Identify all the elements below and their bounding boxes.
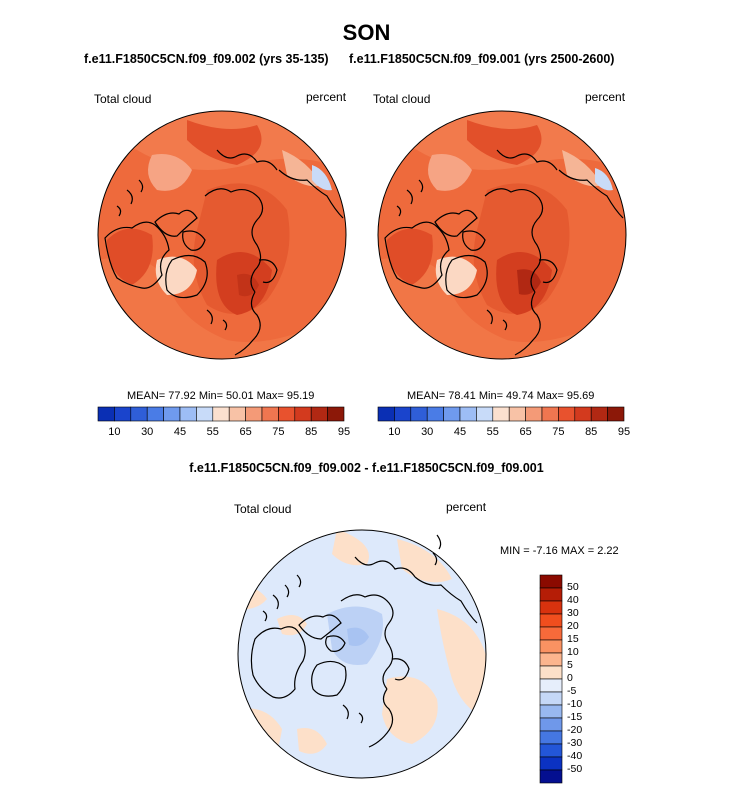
colorbar-swatch bbox=[607, 406, 625, 422]
colorbar-swatch bbox=[525, 406, 543, 422]
colorbar-swatch bbox=[212, 406, 230, 422]
colorbar-tick-label: 95 bbox=[337, 426, 351, 438]
colorbar-swatch bbox=[476, 406, 494, 422]
colorbar-tick-label: 15 bbox=[567, 633, 579, 645]
colorbar-swatch bbox=[539, 743, 563, 758]
colorbar-tick-label: -40 bbox=[567, 750, 583, 762]
colorbar-swatch bbox=[539, 665, 563, 680]
colorbar-tick-label: 75 bbox=[552, 426, 565, 438]
colorbar-swatch bbox=[261, 406, 279, 422]
colorbar-swatch bbox=[492, 406, 510, 422]
colorbar-tick-label: 85 bbox=[585, 426, 598, 438]
colorbar-tick-label: 10 bbox=[567, 646, 579, 658]
colorbar-swatch bbox=[539, 717, 563, 732]
colorbar-tick-label: 45 bbox=[173, 426, 187, 438]
figure-title: SON bbox=[342, 20, 391, 45]
colorbar-tick-label: 55 bbox=[206, 426, 219, 438]
colorbar-tick-label: 40 bbox=[567, 594, 579, 606]
colorbar-swatch bbox=[539, 730, 563, 745]
diff-variable: Total cloud bbox=[234, 502, 292, 516]
colorbar-tick-label: -50 bbox=[567, 763, 583, 775]
diff-units: percent bbox=[446, 500, 487, 514]
colorbar-swatch bbox=[163, 406, 181, 422]
colorbar-tick-label: 0 bbox=[567, 672, 573, 684]
panel-1-stats: MEAN= 77.92 Min= 50.01 Max= 95.19 bbox=[127, 390, 315, 402]
colorbar-tick-label: 75 bbox=[272, 426, 285, 438]
colorbar-tick-label: -15 bbox=[567, 711, 583, 723]
colorbar-swatch bbox=[539, 626, 563, 641]
colorbar-swatch bbox=[539, 704, 563, 719]
colorbar-swatch bbox=[539, 652, 563, 667]
panel-1-variable: Total cloud bbox=[94, 92, 152, 106]
colorbar-swatch bbox=[196, 406, 214, 422]
colorbar-swatch bbox=[459, 406, 477, 422]
colorbar-swatch bbox=[426, 406, 444, 422]
colorbar-swatch bbox=[114, 406, 132, 422]
colorbar-swatch bbox=[443, 406, 461, 422]
colorbar-difference bbox=[539, 574, 563, 784]
colorbar-swatch bbox=[558, 406, 576, 422]
colorbar-tick-label: 10 bbox=[388, 426, 401, 438]
map-panel-2 bbox=[377, 110, 627, 360]
colorbar-swatch bbox=[278, 406, 296, 422]
diff-stats: MIN = -7.16 MAX = 2.22 bbox=[500, 545, 619, 557]
colorbar-swatch bbox=[539, 639, 563, 654]
colorbar-tick-label: 30 bbox=[567, 607, 579, 619]
panel-1-units: percent bbox=[306, 90, 347, 104]
panel-2-variable: Total cloud bbox=[373, 92, 431, 106]
map-panel-difference bbox=[237, 529, 487, 779]
colorbar-swatch bbox=[294, 406, 312, 422]
colorbar-swatch bbox=[228, 406, 246, 422]
colorbar-swatch bbox=[539, 678, 563, 693]
colorbar-tick-label: 55 bbox=[486, 426, 499, 438]
colorbar-swatch bbox=[97, 406, 115, 422]
colorbar-tick-label: -30 bbox=[567, 737, 583, 749]
colorbar-tick-label: 65 bbox=[519, 426, 532, 438]
colorbar-tick-label: 50 bbox=[567, 581, 579, 593]
colorbar-swatch bbox=[541, 406, 559, 422]
colorbar-swatch bbox=[539, 769, 563, 784]
colorbar-swatch bbox=[130, 406, 148, 422]
colorbar-panel-2 bbox=[377, 406, 625, 422]
colorbar-swatch bbox=[410, 406, 428, 422]
colorbar-swatch bbox=[394, 406, 412, 422]
colorbar-swatch bbox=[245, 406, 263, 422]
colorbar-tick-label: 45 bbox=[453, 426, 467, 438]
colorbar-swatch bbox=[539, 587, 563, 602]
colorbar-swatch bbox=[539, 574, 563, 589]
colorbar-tick-label: -5 bbox=[567, 685, 577, 697]
colorbar-swatch bbox=[539, 756, 563, 771]
colorbar-swatch bbox=[377, 406, 395, 422]
colorbar-tick-label: 95 bbox=[617, 426, 631, 438]
colorbar-tick-label: 85 bbox=[305, 426, 318, 438]
panel-2-run-title: f.e11.F1850C5CN.f09_f09.001 (yrs 2500-26… bbox=[347, 52, 615, 66]
colorbar-swatch bbox=[539, 613, 563, 628]
colorbar-swatch bbox=[539, 691, 563, 706]
map-panel-1 bbox=[97, 110, 347, 360]
colorbar-tick-label: -10 bbox=[567, 698, 583, 710]
colorbar-tick-label: 30 bbox=[141, 426, 154, 438]
colorbar-panel-1 bbox=[97, 406, 345, 422]
difference-title: f.e11.F1850C5CN.f09_f09.002 - f.e11.F185… bbox=[189, 461, 544, 475]
colorbar-swatch bbox=[310, 406, 328, 422]
panel-1-run-title: f.e11.F1850C5CN.f09_f09.002 (yrs 35-135) bbox=[84, 52, 329, 66]
panel-2-stats: MEAN= 78.41 Min= 49.74 Max= 95.69 bbox=[407, 390, 595, 402]
colorbar-tick-label: -20 bbox=[567, 724, 583, 736]
colorbar-tick-label: 30 bbox=[421, 426, 434, 438]
panel-2-units: percent bbox=[585, 90, 626, 104]
colorbar-tick-label: 65 bbox=[239, 426, 252, 438]
colorbar-swatch bbox=[574, 406, 592, 422]
colorbar-swatch bbox=[146, 406, 164, 422]
colorbar-swatch bbox=[590, 406, 608, 422]
colorbar-swatch bbox=[179, 406, 197, 422]
colorbar-tick-label: 20 bbox=[567, 620, 579, 632]
colorbar-swatch bbox=[327, 406, 345, 422]
colorbar-swatch bbox=[508, 406, 526, 422]
colorbar-tick-label: 10 bbox=[108, 426, 121, 438]
colorbar-tick-label: 5 bbox=[567, 659, 573, 671]
colorbar-swatch bbox=[539, 600, 563, 615]
